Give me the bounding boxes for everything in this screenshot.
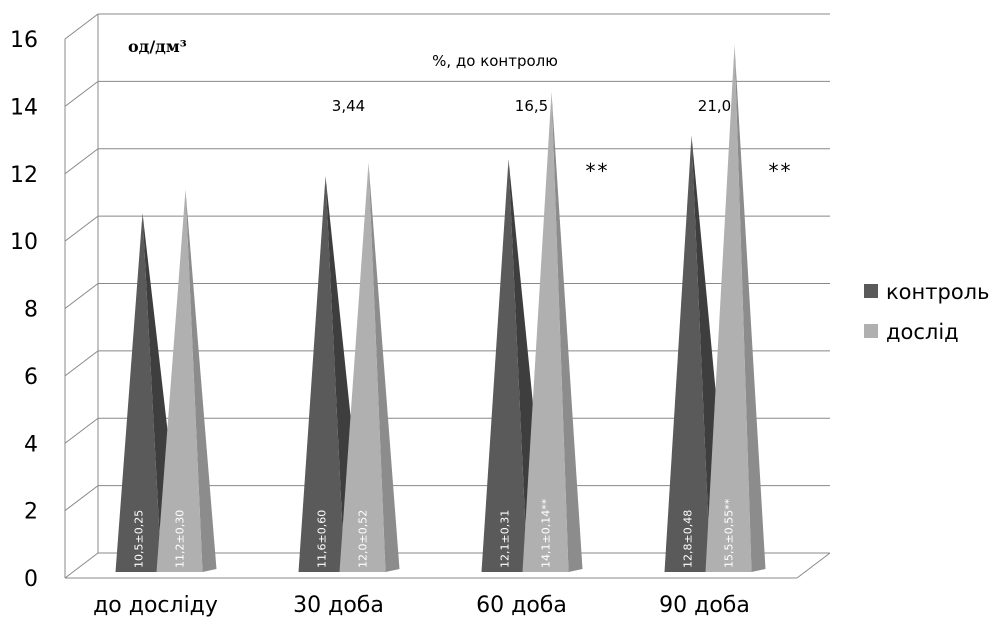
- data-value-label: 15,5±0,55**: [723, 498, 736, 568]
- gridline-diagonal: [64, 552, 99, 579]
- gridline-diagonal: [64, 13, 99, 40]
- percent-value-label: 16,5: [515, 97, 548, 115]
- data-value-label: 12,0±0,52: [357, 510, 370, 568]
- cone-front-face: [156, 189, 203, 572]
- cone-front-face: [705, 44, 752, 572]
- floor-right-edge: [796, 552, 831, 579]
- cone-side-face: [734, 44, 766, 572]
- cone-bar: 11,2±0,30: [156, 189, 217, 572]
- y-tick-label: 14: [10, 95, 38, 120]
- y-tick-label: 16: [10, 28, 38, 53]
- y-tick-label: 2: [24, 500, 38, 525]
- data-value-label: 11,2±0,30: [174, 510, 187, 568]
- gridline-diagonal: [64, 485, 99, 512]
- percent-header: %, до контролю: [432, 52, 558, 70]
- x-category-label: до досліду: [93, 593, 218, 618]
- cone-front-face: [481, 159, 528, 572]
- x-category-label: 30 доба: [293, 593, 384, 618]
- legend-swatch-experiment: [864, 324, 878, 338]
- significance-marker: **: [586, 159, 610, 183]
- cone-side-face: [551, 91, 583, 572]
- cone-front-face: [664, 135, 711, 573]
- legend: контроль дослід: [864, 280, 989, 344]
- cone-front-face: [298, 175, 345, 572]
- gridline-diagonal: [64, 80, 99, 107]
- data-value-label: 12,8±0,48: [682, 510, 695, 568]
- y-tick-label: 6: [24, 365, 38, 390]
- cone-bar: 14,1±0,14**: [522, 91, 583, 572]
- y-tick-label: 8: [24, 298, 38, 323]
- cone-bar: 15,5±0,55**: [705, 44, 766, 572]
- data-value-label: 14,1±0,14**: [540, 498, 553, 568]
- cone-front-face: [115, 213, 162, 572]
- data-value-label: 10,5±0,25: [133, 510, 146, 568]
- y-tick-label: 0: [24, 567, 38, 592]
- cone-side-face: [185, 189, 217, 572]
- legend-swatch-control: [864, 284, 878, 298]
- data-value-label: 11,6±0,60: [316, 510, 329, 568]
- y-tick-label: 10: [10, 230, 38, 255]
- legend-label-control: контроль: [886, 280, 989, 304]
- unit-label: од/дм³: [128, 37, 187, 56]
- data-value-label: 12,1±0,31: [499, 510, 512, 568]
- legend-label-experiment: дослід: [886, 320, 959, 344]
- cone-front-face: [339, 162, 386, 572]
- y-tick-label: 12: [10, 163, 38, 188]
- cone-side-face: [368, 162, 400, 572]
- gridline-diagonal: [64, 215, 99, 242]
- y-tick-label: 4: [24, 432, 38, 457]
- gridline-diagonal: [64, 148, 99, 175]
- cone-bar: 12,0±0,52: [339, 162, 400, 572]
- significance-marker: **: [769, 159, 793, 183]
- cone-front-face: [522, 91, 569, 572]
- percent-value-label: 21,0: [698, 97, 731, 115]
- x-category-label: 90 доба: [659, 593, 750, 618]
- gridline-diagonal: [64, 350, 99, 377]
- gridline-diagonal: [64, 283, 99, 309]
- gridline-diagonal: [64, 417, 99, 444]
- percent-value-label: 3,44: [332, 97, 365, 115]
- x-category-label: 60 доба: [476, 593, 567, 618]
